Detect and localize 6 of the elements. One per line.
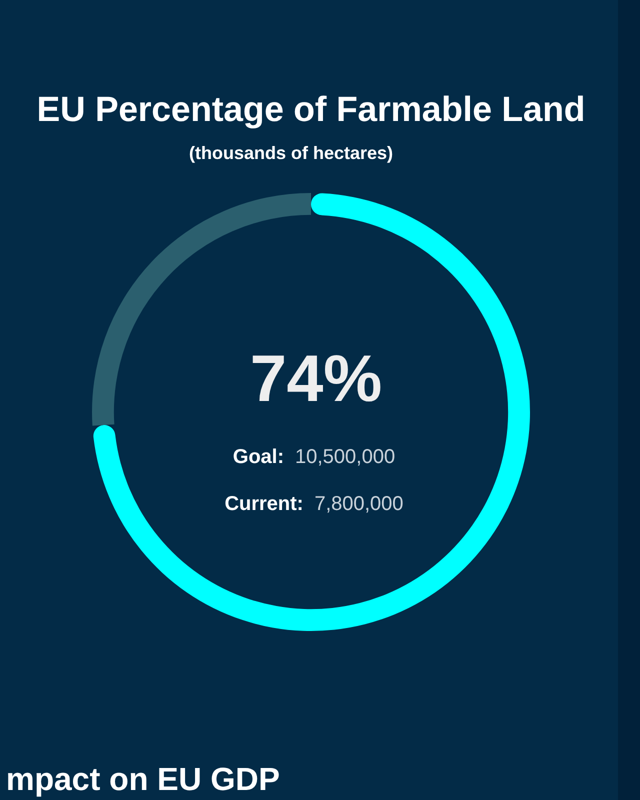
chart-subtitle: (thousands of hectares): [188, 143, 394, 163]
chart-title: EU Percentage of Farmable Land: [36, 90, 586, 129]
text: mpact on EU GDP: [6, 761, 280, 797]
data-label: 74%: [250, 341, 382, 415]
text: Goal: 10,500,000: [232, 446, 396, 468]
text: Current: 7,800,000: [224, 493, 404, 515]
